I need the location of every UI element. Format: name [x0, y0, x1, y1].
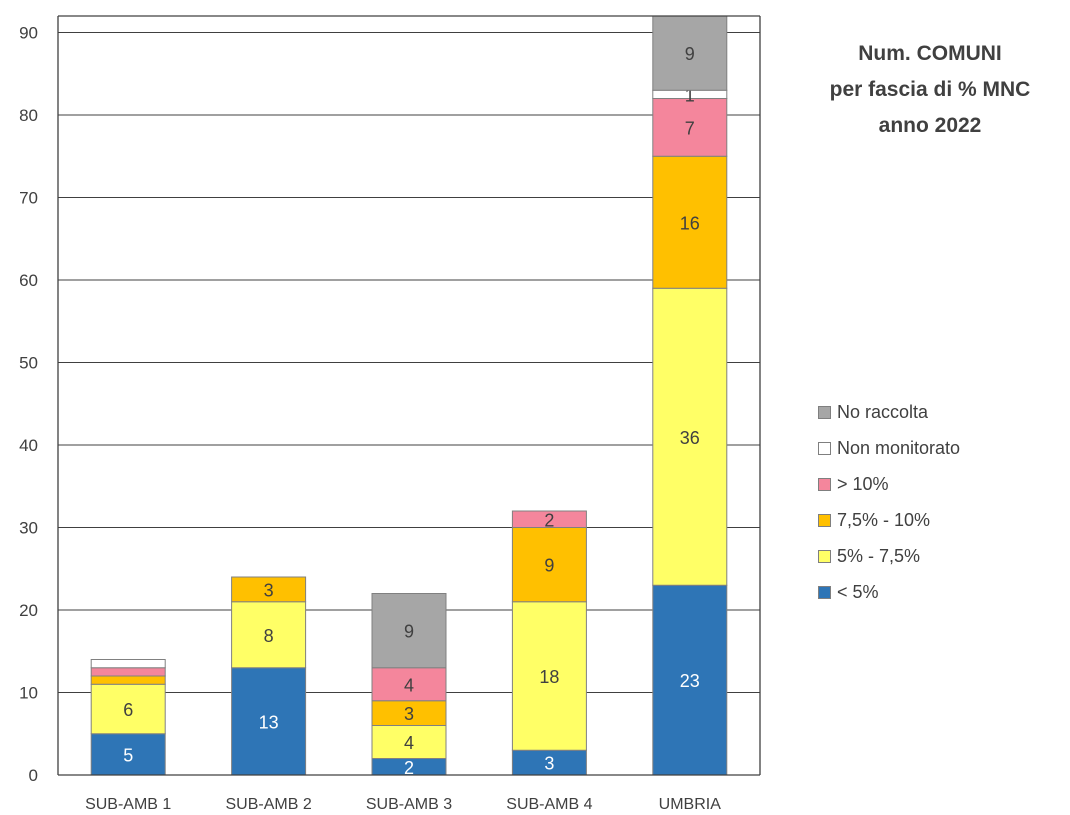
y-tick-label-90: 90 — [19, 24, 38, 43]
data-label: 2 — [544, 510, 554, 530]
bar-segment — [652, 15, 728, 91]
bar-segment — [511, 601, 587, 751]
bar-segment — [371, 725, 447, 759]
legend-swatch — [818, 549, 831, 563]
y-tick-label-70: 70 — [19, 189, 38, 208]
data-label: 1 — [685, 85, 695, 105]
bar-segment — [90, 659, 166, 669]
chart-title-line-3: anno 2022 — [878, 114, 982, 137]
bar-segment — [511, 510, 587, 528]
legend-swatch — [818, 513, 831, 527]
data-label: 3 — [544, 754, 554, 774]
bar-segment — [652, 287, 728, 586]
data-label: 9 — [544, 556, 554, 576]
legend-label: < 5% — [837, 581, 879, 602]
legend-swatch — [818, 405, 831, 419]
bar-segment — [371, 700, 447, 726]
legend-item: 5% - 7,5% — [818, 538, 960, 574]
bar-segment — [231, 576, 307, 603]
bar-segment — [371, 667, 447, 702]
bar-segment — [90, 733, 166, 776]
data-label: 3 — [264, 580, 274, 600]
data-label: 5 — [123, 745, 133, 765]
data-label: 4 — [404, 733, 414, 753]
legend-item: No raccolta — [818, 394, 960, 430]
legend-label: Non monitorato — [837, 437, 961, 458]
data-label: 13 — [259, 712, 279, 732]
y-tick-label-40: 40 — [19, 436, 38, 455]
bar-segment — [90, 675, 166, 685]
legend-item: Non monitorato — [818, 430, 960, 466]
legend-item: < 5% — [818, 574, 960, 610]
bar-segment — [652, 584, 728, 776]
legend-item: 7,5% - 10% — [818, 502, 960, 538]
bar-segment — [231, 667, 307, 776]
bar-segment — [511, 527, 587, 603]
y-tick-label-10: 10 — [19, 684, 38, 703]
chart-title-line-2: per fascia di % MNC — [829, 78, 1031, 101]
bar-segment — [511, 749, 587, 776]
data-label: 7 — [685, 118, 695, 138]
data-label: 16 — [680, 213, 700, 233]
data-label: 6 — [123, 700, 133, 720]
data-label: 9 — [685, 44, 695, 64]
data-label: 9 — [404, 622, 414, 642]
x-tick-label: SUB-AMB 1 — [85, 796, 171, 813]
data-label: 8 — [264, 626, 274, 646]
legend-swatch — [818, 441, 831, 455]
data-label: 23 — [680, 671, 700, 691]
x-tick-label: UMBRIA — [659, 796, 722, 813]
bar-segment — [231, 601, 307, 669]
bar-segment — [90, 683, 166, 735]
y-tick-label-20: 20 — [19, 601, 38, 620]
chart-title-line-1: Num. COMUNI — [858, 42, 1002, 65]
legend-label: 5% - 7,5% — [837, 545, 921, 566]
legend-label: > 10% — [837, 473, 889, 494]
legend-swatch — [818, 477, 831, 491]
legend-item: > 10% — [818, 466, 960, 502]
legend-label: 7,5% - 10% — [837, 509, 931, 530]
y-tick-label-50: 50 — [19, 354, 38, 373]
legend-label: No raccolta — [837, 401, 929, 422]
y-tick-label-60: 60 — [19, 271, 38, 290]
y-tick-label-80: 80 — [19, 106, 38, 125]
bar-segment — [90, 667, 166, 677]
y-tick-label-0: 0 — [29, 766, 38, 785]
data-label: 4 — [404, 675, 414, 695]
bar-segment — [652, 155, 728, 289]
x-tick-label: SUB-AMB 3 — [366, 796, 452, 813]
data-label: 3 — [404, 704, 414, 724]
legend: No raccolta Non monitorato > 10% 7,5% - 10%… — [818, 394, 960, 610]
data-label: 36 — [680, 428, 700, 448]
chart-title: Num. COMUNI per fascia di % MNC anno 202… — [790, 36, 1070, 144]
x-tick-label: SUB-AMB 4 — [506, 796, 592, 813]
bar-segment — [371, 593, 447, 669]
legend-swatch — [818, 585, 831, 599]
x-tick-label: SUB-AMB 2 — [225, 796, 311, 813]
data-label: 2 — [404, 758, 414, 778]
y-tick-label-30: 30 — [19, 519, 38, 538]
data-label: 18 — [539, 667, 559, 687]
